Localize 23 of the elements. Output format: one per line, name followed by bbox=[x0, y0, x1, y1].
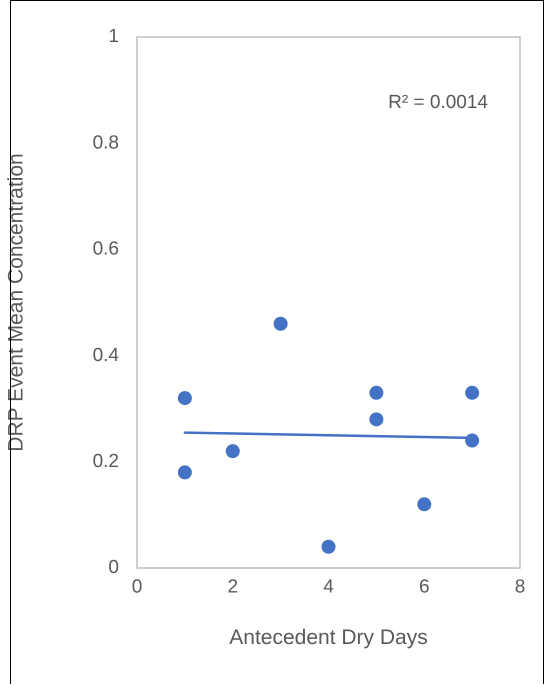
y-tick-label: 1 bbox=[108, 26, 119, 48]
point bbox=[465, 386, 480, 400]
y-tick-label: 0.6 bbox=[92, 238, 119, 260]
point bbox=[178, 391, 192, 406]
point bbox=[322, 540, 336, 554]
x-tick-label: 2 bbox=[227, 576, 238, 598]
point bbox=[369, 412, 384, 426]
x-tick-label: 6 bbox=[418, 576, 430, 598]
x-axis-title: Antecedent Dry Days bbox=[229, 626, 428, 650]
y-tick-label: 0.2 bbox=[92, 451, 119, 472]
y-tick-label: 0.8 bbox=[92, 132, 119, 154]
point bbox=[274, 316, 288, 331]
point bbox=[226, 444, 240, 458]
annotation: R² = 0.0014 bbox=[388, 92, 488, 114]
x-tick-label: 8 bbox=[514, 576, 526, 598]
point bbox=[178, 465, 192, 480]
x-tick-label: 4 bbox=[323, 576, 334, 598]
y-tick-label: 0 bbox=[108, 557, 119, 578]
point bbox=[465, 434, 480, 448]
x-tick-label: 0 bbox=[132, 576, 142, 598]
point bbox=[369, 386, 384, 400]
point bbox=[417, 497, 432, 512]
y-tick-label: 0.4 bbox=[92, 344, 120, 366]
